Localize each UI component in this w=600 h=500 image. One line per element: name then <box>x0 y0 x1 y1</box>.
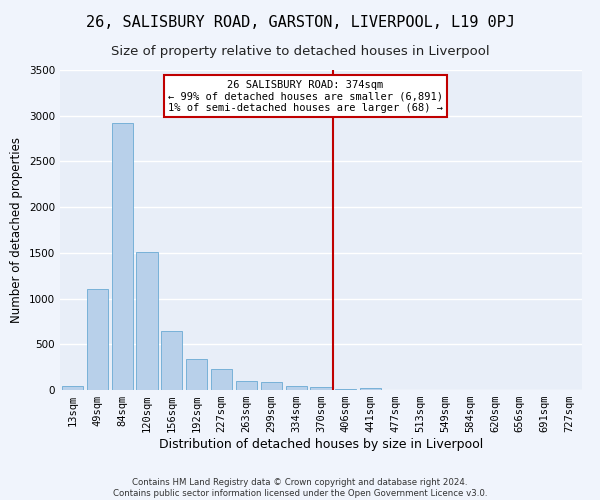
Bar <box>87 290 108 390</box>
Text: 26, SALISBURY ROAD, GARSTON, LIVERPOOL, L19 0PJ: 26, SALISBURY ROAD, GARSTON, LIVERPOOL, … <box>86 15 514 30</box>
Bar <box>236 381 257 390</box>
Bar <box>161 332 182 390</box>
Bar <box>286 386 307 390</box>
Bar <box>310 388 332 390</box>
Bar <box>186 359 207 390</box>
Text: 26 SALISBURY ROAD: 374sqm
← 99% of detached houses are smaller (6,891)
1% of sem: 26 SALISBURY ROAD: 374sqm ← 99% of detac… <box>168 80 443 113</box>
Bar <box>211 370 232 390</box>
Bar <box>112 123 133 390</box>
Bar <box>360 388 381 390</box>
Bar <box>261 382 282 390</box>
Bar <box>136 252 158 390</box>
Bar <box>335 389 356 390</box>
Y-axis label: Number of detached properties: Number of detached properties <box>10 137 23 323</box>
Text: Contains HM Land Registry data © Crown copyright and database right 2024.
Contai: Contains HM Land Registry data © Crown c… <box>113 478 487 498</box>
X-axis label: Distribution of detached houses by size in Liverpool: Distribution of detached houses by size … <box>159 438 483 451</box>
Text: Size of property relative to detached houses in Liverpool: Size of property relative to detached ho… <box>110 45 490 58</box>
Bar <box>62 386 83 390</box>
